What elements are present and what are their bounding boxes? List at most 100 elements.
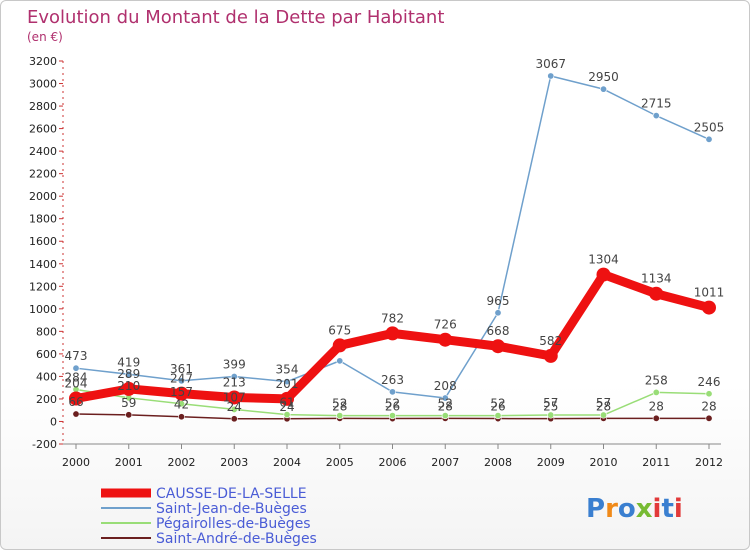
data-point (72, 364, 80, 372)
legend-label: Saint-Jean-de-Buèges (156, 501, 307, 517)
data-label: 582 (539, 334, 562, 348)
data-point (652, 414, 660, 422)
x-tick-label: 2005 (326, 456, 354, 469)
data-point (599, 85, 607, 93)
data-label: 61 (279, 396, 294, 410)
data-label: 2715 (641, 97, 672, 111)
y-tick-label: 0 (50, 415, 57, 428)
data-label: 3067 (535, 57, 566, 71)
data-point (125, 370, 133, 378)
data-point (336, 412, 344, 420)
y-tick-label: 3200 (29, 55, 57, 68)
data-label: 213 (223, 375, 246, 389)
x-tick-label: 2000 (62, 456, 90, 469)
y-tick-label: 2600 (29, 123, 57, 136)
data-point (69, 391, 83, 406)
data-label: 208 (434, 379, 457, 393)
data-point (230, 405, 238, 413)
data-label: 263 (381, 373, 404, 387)
data-label: 1011 (694, 286, 725, 300)
data-label: 26 (385, 400, 400, 414)
data-point (441, 394, 449, 402)
series-causse-de-la-selle (69, 267, 716, 406)
data-point (705, 135, 713, 143)
x-tick-label: 2001 (115, 456, 143, 469)
data-label: 284 (65, 370, 88, 384)
logo-text: Proxiti (586, 494, 683, 524)
y-tick-label: 200 (36, 393, 57, 406)
data-point (702, 300, 716, 315)
data-point (332, 338, 347, 353)
data-point (388, 388, 396, 396)
data-label: 473 (65, 349, 88, 363)
y-tick-label: 1400 (29, 258, 57, 271)
y-tick-label: 1200 (29, 280, 57, 293)
data-label: 361 (170, 362, 193, 376)
data-label: 1304 (588, 253, 619, 267)
x-tick-label: 2010 (590, 456, 618, 469)
chart-title: Evolution du Montant de la Dette par Hab… (27, 7, 444, 28)
legend: CAUSSE-DE-LA-SELLESaint-Jean-de-BuègesPé… (101, 486, 317, 547)
series-line (75, 75, 710, 399)
data-point (441, 412, 449, 420)
x-tick-label: 2008 (484, 456, 512, 469)
data-point (543, 348, 558, 363)
x-tick-label: 2011 (642, 456, 670, 469)
data-label: 57 (543, 396, 558, 410)
data-label: 57 (596, 396, 611, 410)
chart-subtitle: (en €) (27, 30, 63, 44)
data-label: 52 (438, 397, 453, 411)
x-tick-label: 2006 (379, 456, 407, 469)
data-point (596, 267, 611, 282)
data-point (178, 377, 186, 385)
y-tick-label: 1600 (29, 235, 57, 248)
data-label: 2505 (694, 120, 725, 134)
x-tick-label: 2007 (431, 456, 459, 469)
data-label: 52 (385, 397, 400, 411)
legend-label: Saint-André-de-Buèges (156, 531, 317, 547)
data-label: 28 (332, 399, 347, 413)
series-p-gairolles-de-bu-ges (72, 385, 713, 420)
data-label: 52 (332, 397, 347, 411)
proxiti-logo: Proxiti (586, 494, 683, 524)
data-point (121, 381, 136, 396)
data-point (230, 373, 238, 381)
data-label: 25 (543, 400, 558, 414)
data-label: 28 (701, 399, 716, 413)
data-label: 1134 (641, 272, 672, 286)
data-point (178, 413, 186, 421)
data-label: 59 (121, 396, 136, 410)
data-label: 289 (117, 367, 140, 381)
legend-label: Pégairolles-de-Buèges (156, 516, 311, 532)
data-label: 26 (490, 400, 505, 414)
data-label: 24 (227, 400, 242, 414)
data-point (599, 411, 607, 419)
data-point (705, 390, 713, 398)
legend-label: CAUSSE-DE-LA-SELLE (156, 486, 307, 502)
data-label: 24 (279, 400, 294, 414)
data-point (230, 415, 238, 423)
plot-area: 204 289 247 213 201 675 782 726 668 582 1304 1134 10… (65, 57, 725, 423)
data-label: 726 (434, 318, 457, 332)
y-tick-label: 800 (36, 325, 57, 338)
data-label: 210 (117, 379, 140, 393)
data-label: 782 (381, 311, 404, 325)
data-point (547, 411, 555, 419)
x-tick-label: 2004 (273, 456, 301, 469)
data-point (125, 411, 133, 419)
data-point (705, 414, 713, 422)
data-point (652, 388, 660, 396)
y-tick-label: 2400 (29, 145, 57, 158)
data-label: 668 (487, 324, 510, 338)
data-label: 419 (117, 355, 140, 369)
y-tick-label: 2800 (29, 100, 57, 113)
data-point (547, 72, 555, 80)
x-tick-label: 2012 (695, 456, 723, 469)
x-tick-label: 2003 (220, 456, 248, 469)
data-label: 965 (487, 294, 510, 308)
data-label: 52 (490, 397, 505, 411)
data-label: 258 (645, 373, 668, 387)
y-tick-label: 2000 (29, 190, 57, 203)
